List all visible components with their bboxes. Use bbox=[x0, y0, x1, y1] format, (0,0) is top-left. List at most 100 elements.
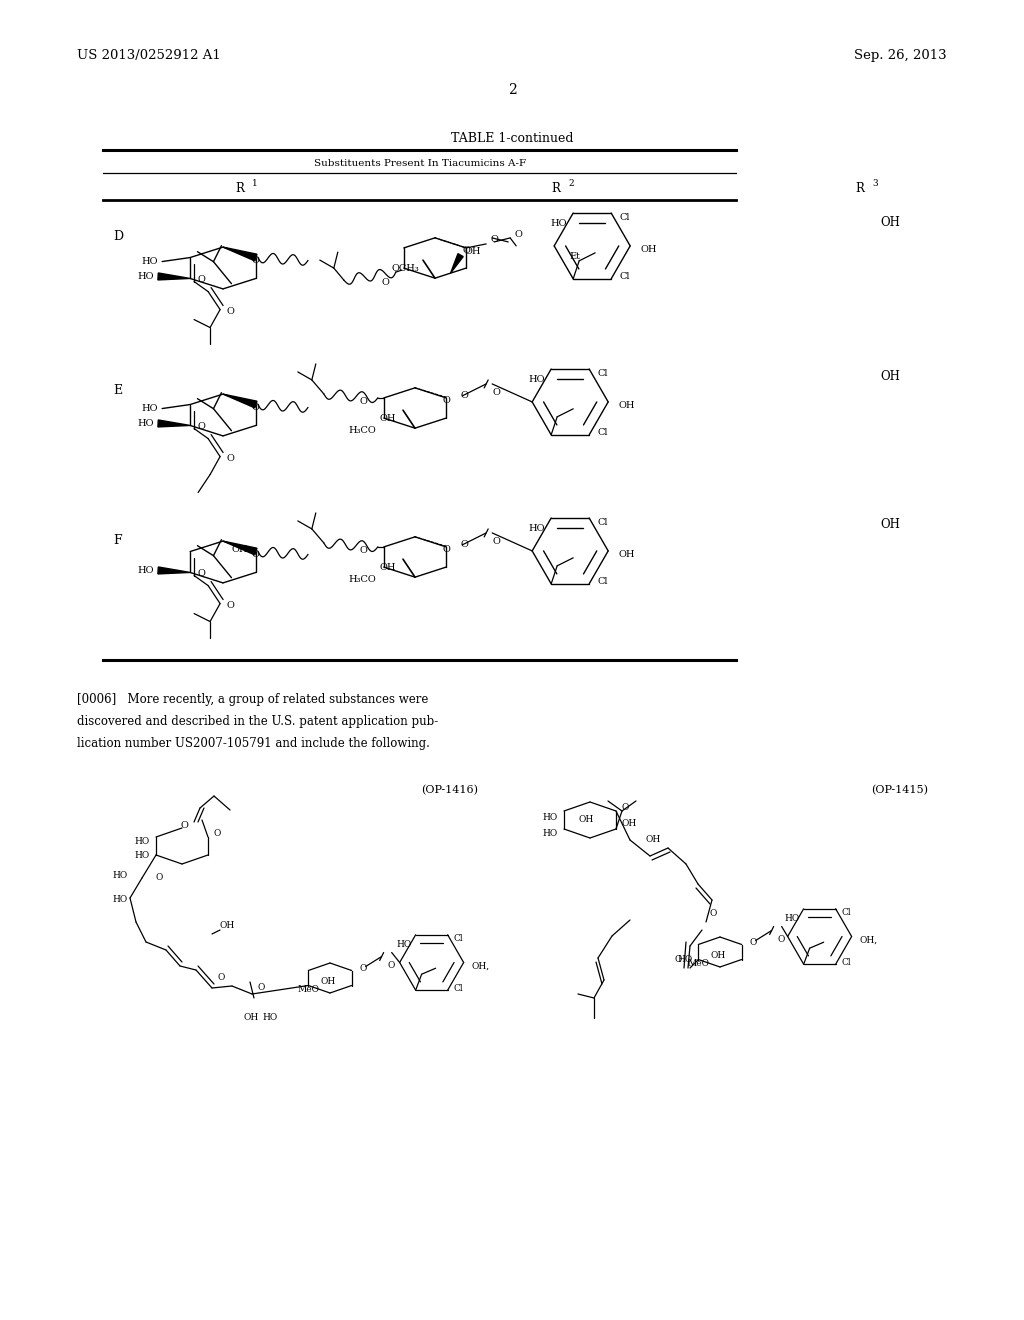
Text: O: O bbox=[675, 956, 682, 965]
Text: OH: OH bbox=[618, 401, 635, 411]
Text: OH: OH bbox=[640, 246, 656, 255]
Text: HO: HO bbox=[141, 257, 158, 267]
Text: HO: HO bbox=[141, 404, 158, 413]
Text: O: O bbox=[226, 601, 233, 610]
Text: OH: OH bbox=[465, 247, 481, 256]
Text: 1: 1 bbox=[252, 180, 258, 189]
Text: OH,: OH, bbox=[472, 962, 489, 972]
Text: Cl: Cl bbox=[597, 368, 607, 378]
Polygon shape bbox=[158, 273, 190, 280]
Text: (OP-1416): (OP-1416) bbox=[422, 785, 478, 795]
Text: H₃CO: H₃CO bbox=[348, 425, 376, 434]
Text: OH,: OH, bbox=[860, 936, 878, 945]
Text: US 2013/0252912 A1: US 2013/0252912 A1 bbox=[77, 49, 221, 62]
Text: HO: HO bbox=[263, 1014, 278, 1023]
Text: Cl: Cl bbox=[454, 983, 463, 993]
Text: OH: OH bbox=[380, 562, 396, 572]
Text: O: O bbox=[252, 256, 260, 265]
Text: O: O bbox=[360, 397, 368, 407]
Text: Cl: Cl bbox=[842, 958, 851, 966]
Text: HO: HO bbox=[137, 566, 154, 576]
Text: R: R bbox=[236, 181, 245, 194]
Text: O: O bbox=[359, 964, 367, 973]
Text: OH: OH bbox=[880, 215, 900, 228]
Text: Cl: Cl bbox=[842, 908, 851, 917]
Polygon shape bbox=[223, 395, 257, 408]
Text: O: O bbox=[710, 909, 718, 919]
Text: O: O bbox=[218, 974, 225, 982]
Text: O: O bbox=[442, 396, 451, 405]
Polygon shape bbox=[451, 253, 463, 273]
Text: Cl: Cl bbox=[620, 272, 630, 281]
Text: D: D bbox=[113, 231, 123, 243]
Text: O: O bbox=[750, 939, 757, 946]
Text: OH: OH bbox=[622, 818, 637, 828]
Text: HO: HO bbox=[543, 813, 558, 821]
Text: HO: HO bbox=[137, 272, 154, 281]
Text: lication number US2007-105791 and include the following.: lication number US2007-105791 and includ… bbox=[77, 738, 430, 751]
Text: O: O bbox=[214, 829, 221, 837]
Text: TABLE 1-continued: TABLE 1-continued bbox=[451, 132, 573, 144]
Text: OH: OH bbox=[579, 814, 594, 824]
Text: O: O bbox=[490, 235, 498, 244]
Text: HO: HO bbox=[784, 915, 800, 923]
Text: H₃CO: H₃CO bbox=[348, 574, 376, 583]
Text: O: O bbox=[382, 277, 390, 286]
Text: O: O bbox=[197, 422, 205, 432]
Polygon shape bbox=[158, 420, 190, 426]
Text: O: O bbox=[493, 388, 500, 397]
Text: 2: 2 bbox=[508, 83, 516, 96]
Text: OH: OH bbox=[711, 950, 726, 960]
Text: 2: 2 bbox=[568, 180, 573, 189]
Text: 3: 3 bbox=[872, 180, 878, 189]
Text: O: O bbox=[777, 935, 785, 944]
Text: O: O bbox=[180, 821, 188, 830]
Text: HO: HO bbox=[137, 418, 154, 428]
Text: HO: HO bbox=[528, 524, 545, 532]
Text: Cl: Cl bbox=[597, 517, 607, 527]
Text: O: O bbox=[226, 454, 233, 463]
Text: O: O bbox=[252, 550, 260, 558]
Text: O: O bbox=[460, 392, 468, 400]
Text: (OP-1415): (OP-1415) bbox=[871, 785, 929, 795]
Text: OH: OH bbox=[646, 836, 662, 845]
Text: OH: OH bbox=[231, 545, 248, 553]
Polygon shape bbox=[223, 247, 257, 261]
Text: Substituents Present In Tiacumicins A-F: Substituents Present In Tiacumicins A-F bbox=[314, 158, 526, 168]
Text: HO: HO bbox=[396, 940, 412, 949]
Text: O: O bbox=[156, 874, 164, 883]
Text: O: O bbox=[493, 537, 500, 546]
Text: Cl: Cl bbox=[454, 935, 463, 944]
Text: OH: OH bbox=[880, 519, 900, 532]
Text: OH: OH bbox=[220, 921, 236, 931]
Text: E: E bbox=[113, 384, 122, 396]
Text: O: O bbox=[197, 275, 205, 284]
Text: HO: HO bbox=[551, 219, 567, 227]
Text: R: R bbox=[856, 181, 864, 194]
Text: HO: HO bbox=[543, 829, 558, 837]
Text: HO: HO bbox=[135, 850, 151, 859]
Text: O: O bbox=[442, 545, 451, 554]
Polygon shape bbox=[223, 541, 257, 554]
Text: O: O bbox=[622, 803, 630, 812]
Text: HO: HO bbox=[113, 895, 128, 904]
Text: O: O bbox=[462, 246, 470, 255]
Text: O: O bbox=[360, 546, 368, 556]
Polygon shape bbox=[158, 568, 190, 574]
Text: HO: HO bbox=[677, 954, 692, 964]
Text: O: O bbox=[514, 230, 522, 239]
Text: Cl: Cl bbox=[597, 577, 607, 586]
Text: F: F bbox=[113, 533, 122, 546]
Text: OH: OH bbox=[380, 414, 396, 422]
Text: O: O bbox=[388, 961, 395, 969]
Text: discovered and described in the U.S. patent application pub-: discovered and described in the U.S. pat… bbox=[77, 715, 438, 729]
Text: O: O bbox=[258, 983, 265, 993]
Text: OH: OH bbox=[244, 1014, 259, 1023]
Text: OCH₃: OCH₃ bbox=[392, 264, 420, 273]
Text: Cl: Cl bbox=[597, 428, 607, 437]
Text: Et: Et bbox=[569, 252, 581, 261]
Text: OH: OH bbox=[618, 550, 635, 560]
Text: OH: OH bbox=[880, 370, 900, 383]
Text: [0006]   More recently, a group of related substances were: [0006] More recently, a group of related… bbox=[77, 693, 428, 706]
Text: HO: HO bbox=[135, 837, 151, 846]
